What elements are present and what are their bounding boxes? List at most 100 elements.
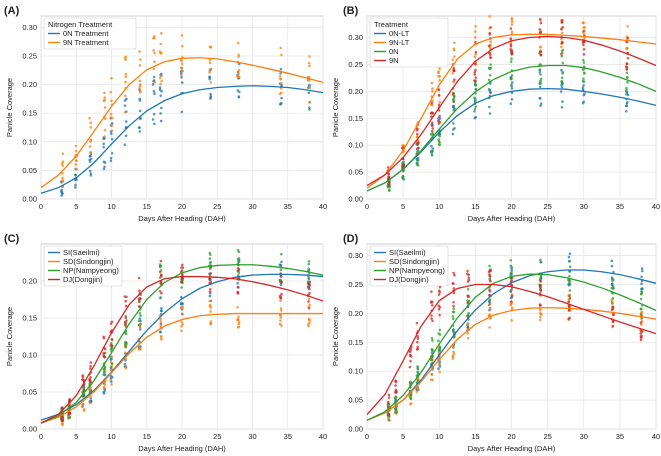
data-point-np-nampyeong (611, 279, 614, 283)
data-point-9n-treatment (180, 73, 183, 77)
data-point-sd-sindongjin (138, 346, 142, 350)
data-point-9n-treatment (152, 67, 156, 71)
data-point-sd-sindongjin (279, 313, 282, 317)
data-point-9n-treatment (103, 96, 107, 99)
data-point-si-saeilmi (610, 259, 614, 263)
data-point-dj-dongjin (308, 284, 311, 287)
data-point-0n-lt (560, 85, 564, 89)
data-point-0n-treatment (109, 156, 113, 160)
data-point-9n (417, 141, 420, 144)
data-point-9n (388, 183, 391, 187)
data-point-0n-treatment (102, 145, 105, 149)
fit-curve-9n-lt (366, 33, 657, 189)
data-point-dj-dongjin (102, 336, 106, 340)
x-tick-label: 5 (74, 202, 78, 211)
x-tick-label: 0 (365, 432, 369, 441)
data-point-0n (510, 57, 513, 61)
data-point-np-nampyeong (510, 270, 513, 274)
data-point-9n-treatment (180, 59, 183, 63)
data-point-0n (625, 71, 629, 75)
data-point-0n-lt (538, 85, 542, 89)
data-point-9n-lt (438, 79, 441, 82)
data-point-9n-treatment (153, 60, 156, 64)
data-point-0n-lt (582, 84, 585, 87)
data-point-9n-lt (437, 75, 440, 78)
data-point-sd-sindongjin (123, 351, 127, 355)
data-point-0n (561, 81, 564, 85)
data-point-9n (474, 76, 478, 79)
data-point-9n-treatment (208, 45, 212, 49)
data-point-9n-treatment (75, 167, 78, 171)
data-point-9n-treatment (138, 84, 142, 88)
data-point-0n-treatment (74, 186, 77, 189)
data-point-dj-dongjin (308, 291, 311, 295)
data-point-dj-dongjin (438, 313, 441, 317)
data-point-sd-sindongjin (208, 303, 212, 307)
data-point-np-nampyeong (567, 282, 571, 285)
data-point-dj-dongjin (110, 338, 114, 342)
data-point-0n (474, 97, 477, 101)
data-point-0n-treatment (102, 142, 105, 146)
data-point-np-nampyeong (488, 264, 491, 268)
data-point-9n (489, 26, 492, 29)
data-point-0n (438, 140, 441, 144)
data-point-dj-dongjin (159, 273, 163, 277)
data-point-0n-lt (560, 68, 563, 72)
data-point-si-saeilmi (437, 367, 440, 370)
data-point-0n (489, 63, 492, 66)
data-point-dj-dongjin (387, 393, 391, 397)
x-tick-label: 35 (284, 202, 292, 211)
data-point-np-nampyeong (124, 332, 128, 336)
y-tick-label: 0.15 (348, 338, 363, 347)
y-tick-label: 0.20 (348, 87, 363, 96)
data-point-9n (430, 130, 434, 133)
data-point-0n (487, 78, 491, 82)
data-point-dj-dongjin (568, 316, 571, 320)
data-point-dj-dongjin (640, 330, 644, 333)
data-point-9n-treatment (153, 51, 156, 55)
data-point-9n-lt (539, 45, 542, 49)
data-point-dj-dongjin (209, 271, 212, 275)
data-point-0n (539, 82, 543, 85)
data-point-dj-dongjin (430, 303, 434, 307)
data-point-9n-lt (582, 31, 585, 35)
data-point-9n (474, 68, 477, 72)
data-point-0n (561, 70, 565, 74)
data-point-dj-dongjin (539, 280, 543, 283)
y-axis-label: Panicle Coverage (5, 78, 14, 137)
data-point-dj-dongjin (125, 295, 128, 299)
data-point-dj-dongjin (387, 396, 391, 399)
data-point-sd-sindongjin (159, 324, 163, 327)
data-point-0n-treatment (138, 97, 141, 101)
data-point-dj-dongjin (409, 349, 412, 352)
data-point-0n (401, 175, 405, 178)
data-point-9n-treatment (110, 76, 113, 80)
data-point-0n-treatment (110, 132, 113, 135)
data-point-9n-treatment (124, 75, 128, 79)
data-point-np-nampyeong (509, 258, 513, 262)
data-point-dj-dongjin (437, 307, 441, 311)
y-tick-label: 0.25 (348, 60, 363, 69)
data-point-np-nampyeong (466, 299, 469, 302)
data-point-9n-treatment (74, 144, 78, 148)
data-point-9n-treatment (110, 129, 114, 133)
data-point-np-nampyeong (103, 365, 107, 369)
data-point-sd-sindongjin (181, 323, 184, 326)
data-point-sd-sindongjin (236, 325, 240, 329)
data-point-0n-treatment (123, 104, 127, 107)
data-point-dj-dongjin (279, 296, 283, 300)
data-point-dj-dongjin (437, 293, 441, 296)
data-point-0n-lt (511, 81, 514, 84)
data-point-9n-treatment (160, 79, 164, 83)
data-point-dj-dongjin (611, 324, 615, 328)
data-point-0n (582, 77, 585, 81)
data-point-si-saeilmi (640, 269, 644, 273)
data-point-0n (488, 73, 492, 77)
data-point-9n-treatment (278, 75, 282, 78)
data-point-np-nampyeong (138, 311, 142, 315)
data-point-0n-lt (539, 102, 543, 106)
data-point-9n-treatment (237, 55, 240, 58)
data-point-sd-sindongjin (279, 309, 283, 312)
data-point-9n-treatment (61, 179, 65, 182)
data-point-dj-dongjin (489, 279, 492, 283)
